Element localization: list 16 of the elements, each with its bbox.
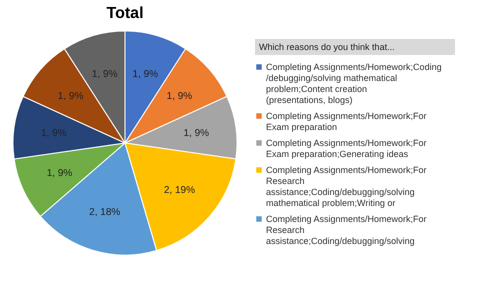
data-label: 1, 9% — [46, 168, 72, 179]
data-label: 1, 9% — [166, 90, 192, 102]
legend-label: Completing Assignments/Homework;Coding/debugging/solving mathematical problem;Content creation (presentations, blogs) — [266, 62, 442, 105]
data-label: 2, 19% — [164, 185, 196, 196]
legend-label: Completing Assignments/Homework;For Exam preparation;Generating ideas — [266, 138, 427, 159]
data-label: 1, 9% — [132, 68, 158, 80]
chart-title: Total — [106, 5, 144, 22]
data-label: 1, 9% — [40, 128, 67, 139]
legend-label: Completing Assignments/Homework;For Exam preparation — [266, 111, 427, 132]
data-label: 1, 9% — [183, 128, 210, 139]
legend-title: Which reasons do you think that... — [259, 42, 395, 52]
data-label: 1, 9% — [58, 90, 84, 102]
legend-label: Completing Assignments/Homework;For Research assistance;Coding/debugging/solving — [266, 214, 427, 246]
data-label: 1, 9% — [92, 68, 118, 80]
data-label: 2, 18% — [89, 207, 120, 218]
legend-label: Completing Assignments/Homework;For Research assistance;Coding/debugging/solving mathematical problem;Writing or — [266, 165, 427, 208]
